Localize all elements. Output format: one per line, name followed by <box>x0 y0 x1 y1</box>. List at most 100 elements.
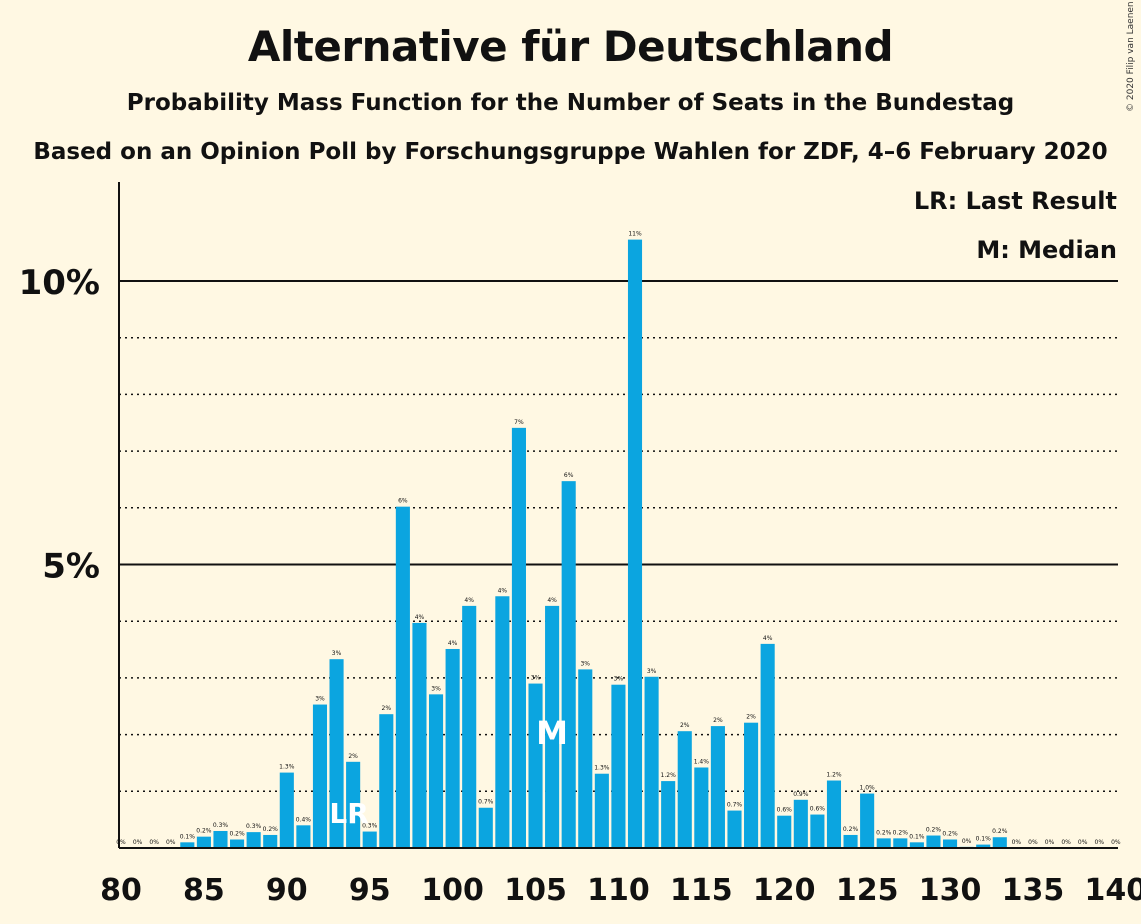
bar-value-label: 3% <box>647 668 657 675</box>
bars <box>180 239 1007 848</box>
legend-last-result: LR: Last Result <box>914 187 1117 215</box>
bar-value-label: 1.3% <box>279 764 295 771</box>
bar-value-label: 1.2% <box>826 772 842 779</box>
bar-seat-133 <box>992 837 1007 848</box>
x-tick-labels: 80 85 90 95 100 105 110 115 120 125 130 135 140 <box>100 873 1141 908</box>
bar-value-label: 3% <box>614 676 624 683</box>
bar-seat-95 <box>362 831 377 848</box>
bar-seat-128 <box>909 842 924 848</box>
bar-value-label: 0% <box>116 839 126 846</box>
bar-markers: LR M <box>329 714 568 830</box>
bar-seat-102 <box>478 807 493 848</box>
bar-value-label: 4% <box>448 640 458 647</box>
bar-value-label: 4% <box>763 635 773 642</box>
bar-value-label: 3% <box>315 696 325 703</box>
bar-seat-87 <box>230 839 245 848</box>
bar-value-labels: 0% 0% 0% 0%0.1%0.2%0.3%0.2%0.3% 0.2%1.3%0.4%… <box>116 231 1121 846</box>
bar-seat-129 <box>926 835 941 848</box>
bar-value-label: 6% <box>398 498 408 505</box>
bar-value-label: 0.2% <box>229 830 245 837</box>
bar-value-label: 0% <box>962 838 972 845</box>
bar-seat-90 <box>279 772 294 848</box>
bar-seat-100 <box>445 648 460 848</box>
bar-value-label: 3% <box>431 685 441 692</box>
x-tick-label: 125 <box>836 873 899 908</box>
bar-seat-123 <box>826 780 842 848</box>
bar-seat-88 <box>246 832 261 848</box>
bar-seat-86 <box>213 830 228 848</box>
bar-seat-91 <box>296 825 311 848</box>
bar-seat-126 <box>876 838 891 848</box>
bar-seat-130 <box>942 839 958 848</box>
chart-subtitle: Probability Mass Function for the Number… <box>126 90 1015 116</box>
bar-seat-119 <box>760 643 775 848</box>
bar-seat-114 <box>677 731 692 848</box>
bar-value-label: 0.7% <box>478 799 494 806</box>
bar-seat-97 <box>395 506 410 848</box>
bar-seat-112 <box>644 676 659 848</box>
bar-seat-120 <box>777 815 792 848</box>
bar-value-label: 0% <box>1061 839 1071 846</box>
bar-value-label: 2% <box>348 753 358 760</box>
bar-value-label: 0.2% <box>876 829 892 836</box>
bar-seat-122 <box>810 814 825 848</box>
bar-seat-113 <box>661 781 676 848</box>
bar-value-label: 2% <box>680 722 690 729</box>
bar-value-label: 4% <box>415 614 425 621</box>
bar-value-label: 0% <box>1095 839 1105 846</box>
y-tick-label: 10% <box>19 263 100 303</box>
bar-seat-121 <box>793 799 808 848</box>
x-tick-label: 100 <box>421 873 484 908</box>
bar-value-label: 6% <box>564 472 574 479</box>
bar-value-label: 0.2% <box>942 830 958 837</box>
bar-value-label: 0% <box>1045 839 1055 846</box>
bar-value-label: 3% <box>531 675 541 682</box>
bar-value-label: 4% <box>498 587 508 594</box>
bar-value-label: 0.1% <box>976 836 992 843</box>
bar-seat-96 <box>379 714 394 848</box>
bar-seat-108 <box>578 669 593 848</box>
bar-value-label: 0.2% <box>926 827 942 834</box>
bar-value-label: 1.4% <box>694 758 710 765</box>
y-tick-label: 5% <box>42 547 100 587</box>
bar-seat-84 <box>180 842 195 848</box>
bar-seat-107 <box>561 481 576 848</box>
bar-seat-124 <box>843 834 858 848</box>
bar-seat-105 <box>528 683 543 848</box>
bar-value-label: 0.3% <box>246 823 262 830</box>
bar-seat-115 <box>694 767 709 848</box>
bar-value-label: 0% <box>1111 839 1121 846</box>
bar-seat-127 <box>893 838 908 848</box>
bar-value-label: 0.2% <box>992 828 1008 835</box>
x-tick-label: 80 <box>100 873 142 908</box>
bar-value-label: 2% <box>713 717 723 724</box>
legend-median: M: Median <box>976 236 1117 264</box>
bar-seat-111 <box>627 239 643 848</box>
x-tick-label: 105 <box>504 873 567 908</box>
bar-value-label: 4% <box>464 597 474 604</box>
bar-value-label: 0.6% <box>810 806 826 813</box>
bar-seat-93 <box>329 659 344 848</box>
bar-value-label: 0.9% <box>793 791 809 798</box>
bar-seat-98 <box>412 622 427 848</box>
chart-title: Alternative für Deutschland <box>247 22 894 71</box>
x-tick-label: 140 <box>1085 873 1141 908</box>
bar-value-label: 7% <box>514 419 524 426</box>
bar-seat-103 <box>495 596 510 848</box>
bar-value-label: 4% <box>547 597 557 604</box>
bar-value-label: 0% <box>166 839 176 846</box>
x-tick-label: 130 <box>919 873 982 908</box>
x-tick-label: 85 <box>183 873 225 908</box>
bar-seat-117 <box>727 810 742 848</box>
bar-value-label: 0% <box>149 839 159 846</box>
bar-value-label: 0.1% <box>180 833 196 840</box>
bar-seat-92 <box>312 704 328 848</box>
bar-value-label: 1.2% <box>661 772 677 779</box>
bar-seat-109 <box>594 773 609 848</box>
bar-value-label: 1.3% <box>594 765 610 772</box>
bar-value-label: 0.3% <box>213 822 229 829</box>
x-tick-label: 115 <box>670 873 733 908</box>
bar-value-label: 3% <box>332 650 342 657</box>
bar-value-label: 0.6% <box>777 807 793 814</box>
